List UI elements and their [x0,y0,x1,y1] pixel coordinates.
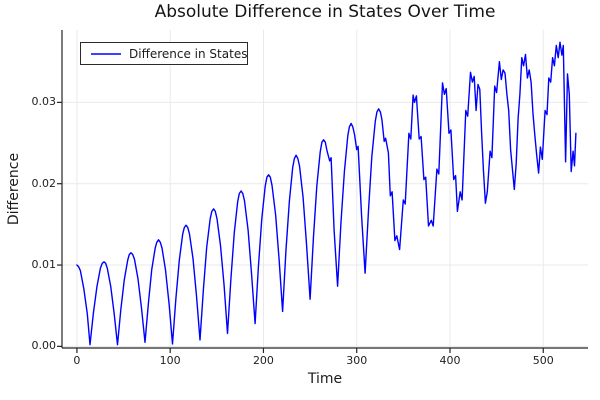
legend-entry-label: Difference in States [129,46,248,61]
x-tick-label: 500 [532,354,554,367]
legend-line-sample [91,52,121,55]
x-axis-label: Time [307,371,343,387]
y-tick-label: 0.02 [31,176,57,190]
y-axis-label: Difference [6,152,22,226]
x-tick-label: 100 [159,354,181,367]
series-line [76,41,577,346]
y-tick-label: 0.00 [31,339,57,353]
y-tick-label: 0.03 [31,95,57,109]
x-tick-label: 400 [439,354,461,367]
x-tick-label: 200 [252,354,274,367]
legend-box: Difference in States [80,42,248,65]
x-tick-label: 300 [346,354,368,367]
y-tick-label: 0.01 [31,258,57,272]
x-tick-label: 0 [73,354,81,367]
chart-title: Absolute Difference in States Over Time [154,2,496,22]
